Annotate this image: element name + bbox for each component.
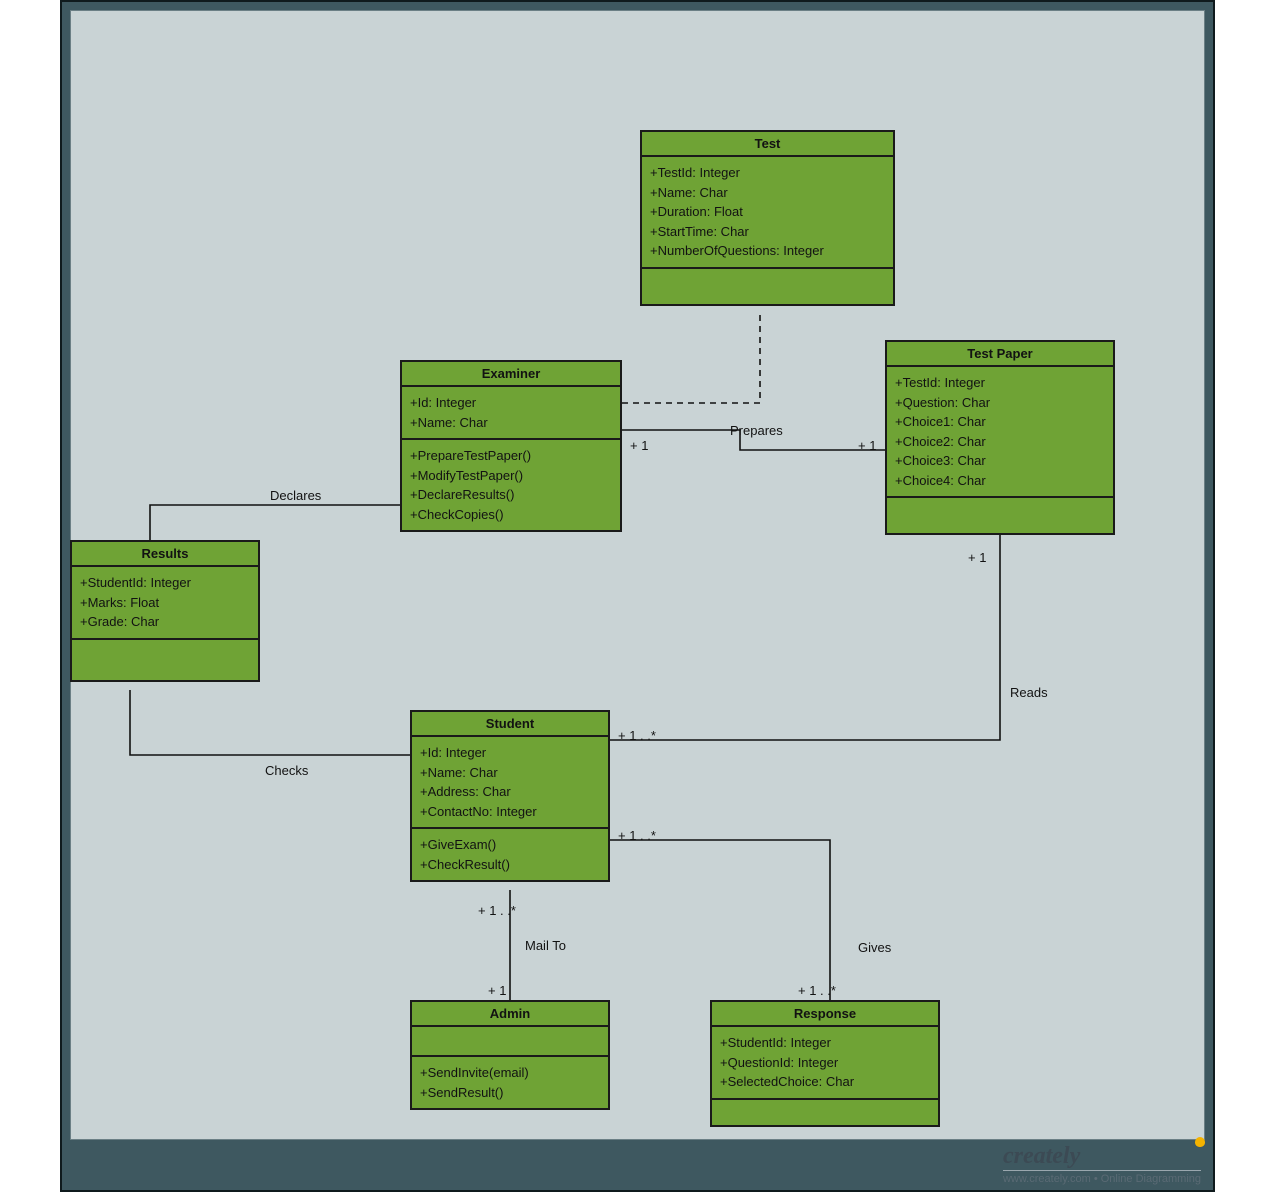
attr: +Marks: Float	[80, 593, 250, 613]
edge-label: Prepares	[730, 423, 783, 438]
class-attrs: +StudentId: Integer +Marks: Float +Grade…	[72, 567, 258, 640]
attr: +Id: Integer	[410, 393, 612, 413]
class-ops: +GiveExam() +CheckResult()	[412, 829, 608, 880]
class-ops	[642, 269, 893, 304]
attr: +SelectedChoice: Char	[720, 1072, 930, 1092]
class-header: Response	[712, 1002, 938, 1027]
class-header: Results	[72, 542, 258, 567]
class-header: Student	[412, 712, 608, 737]
attr: +TestId: Integer	[895, 373, 1105, 393]
class-attrs: +StudentId: Integer +QuestionId: Integer…	[712, 1027, 938, 1100]
logo-text: creately	[1003, 1143, 1080, 1169]
attr: +QuestionId: Integer	[720, 1053, 930, 1073]
class-ops	[887, 498, 1113, 533]
class-ops	[712, 1100, 938, 1125]
edge-label: Declares	[270, 488, 321, 503]
class-examiner: Examiner +Id: Integer +Name: Char +Prepa…	[400, 360, 622, 532]
attr: +Name: Char	[420, 763, 600, 783]
multiplicity-label: + 1 . .*	[798, 983, 836, 998]
edge-label: Gives	[858, 940, 891, 955]
attr: +NumberOfQuestions: Integer	[650, 241, 885, 261]
class-header: Test	[642, 132, 893, 157]
class-student: Student +Id: Integer +Name: Char +Addres…	[410, 710, 610, 882]
multiplicity-label: + 1	[488, 983, 506, 998]
class-attrs: +TestId: Integer +Question: Char +Choice…	[887, 367, 1113, 498]
op: +CheckCopies()	[410, 505, 612, 525]
class-attrs: +TestId: Integer +Name: Char +Duration: …	[642, 157, 893, 269]
attr: +Address: Char	[420, 782, 600, 802]
class-admin: Admin +SendInvite(email) +SendResult()	[410, 1000, 610, 1110]
footer: creately www.creately.com • Online Diagr…	[1003, 1144, 1201, 1184]
diagram-frame: Online Examination System Test +TestId: …	[60, 0, 1215, 1192]
op: +ModifyTestPaper()	[410, 466, 612, 486]
op: +SendResult()	[420, 1083, 600, 1103]
attr: +Choice2: Char	[895, 432, 1105, 452]
class-header: Admin	[412, 1002, 608, 1027]
attr: +Name: Char	[410, 413, 612, 433]
footer-tagline: www.creately.com • Online Diagramming	[1003, 1170, 1201, 1185]
attr: +Choice1: Char	[895, 412, 1105, 432]
class-header: Examiner	[402, 362, 620, 387]
attr: +StartTime: Char	[650, 222, 885, 242]
op: +PrepareTestPaper()	[410, 446, 612, 466]
op: +SendInvite(email)	[420, 1063, 600, 1083]
class-attrs: +Id: Integer +Name: Char	[402, 387, 620, 440]
class-ops: +SendInvite(email) +SendResult()	[412, 1057, 608, 1108]
bulb-icon	[1195, 1137, 1205, 1147]
attr: +Duration: Float	[650, 202, 885, 222]
attr: +Choice3: Char	[895, 451, 1105, 471]
attr: +Name: Char	[650, 183, 885, 203]
multiplicity-label: + 1	[968, 550, 986, 565]
diagram-canvas: Test +TestId: Integer +Name: Char +Durat…	[70, 70, 1205, 1140]
class-results: Results +StudentId: Integer +Marks: Floa…	[70, 540, 260, 682]
attr: +TestId: Integer	[650, 163, 885, 183]
attr: +Choice4: Char	[895, 471, 1105, 491]
class-ops	[72, 640, 258, 680]
op: +GiveExam()	[420, 835, 600, 855]
class-response: Response +StudentId: Integer +QuestionId…	[710, 1000, 940, 1127]
multiplicity-label: + 1	[858, 438, 876, 453]
attr: +Grade: Char	[80, 612, 250, 632]
class-attrs: +Id: Integer +Name: Char +Address: Char …	[412, 737, 608, 829]
class-testpaper: Test Paper +TestId: Integer +Question: C…	[885, 340, 1115, 535]
attr: +Question: Char	[895, 393, 1105, 413]
multiplicity-label: + 1 . .*	[478, 903, 516, 918]
op: +CheckResult()	[420, 855, 600, 875]
class-attrs	[412, 1027, 608, 1057]
edge-label: Reads	[1010, 685, 1048, 700]
edge-label: Checks	[265, 763, 308, 778]
attr: +StudentId: Integer	[80, 573, 250, 593]
multiplicity-label: + 1 . .*	[618, 828, 656, 843]
attr: +ContactNo: Integer	[420, 802, 600, 822]
op: +DeclareResults()	[410, 485, 612, 505]
class-test: Test +TestId: Integer +Name: Char +Durat…	[640, 130, 895, 306]
multiplicity-label: + 1	[630, 438, 648, 453]
class-ops: +PrepareTestPaper() +ModifyTestPaper() +…	[402, 440, 620, 530]
attr: +StudentId: Integer	[720, 1033, 930, 1053]
attr: +Id: Integer	[420, 743, 600, 763]
creately-logo: creately	[1003, 1143, 1201, 1170]
edge-label: Mail To	[525, 938, 566, 953]
class-header: Test Paper	[887, 342, 1113, 367]
multiplicity-label: + 1 . .*	[618, 728, 656, 743]
